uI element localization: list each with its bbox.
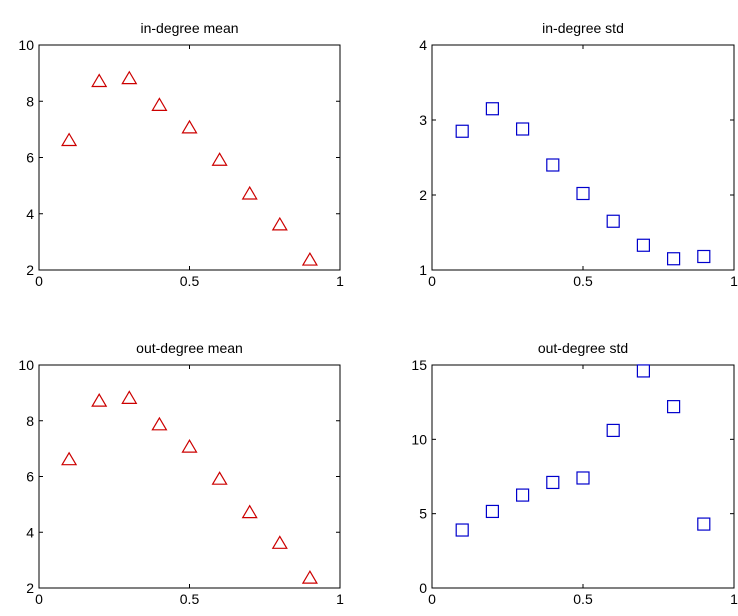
chart-title: out-degree std (538, 340, 628, 356)
data-point-square (666, 400, 681, 414)
x-tick-label: 0.5 (573, 591, 593, 607)
data-point-square (546, 475, 560, 490)
x-tick-label: 0.5 (573, 273, 593, 289)
x-tick-label: 0 (428, 591, 436, 607)
y-tick-label: 6 (26, 469, 34, 485)
data-point-triangle (91, 73, 108, 88)
data-point-triangle (211, 152, 228, 166)
y-tick-label: 2 (26, 580, 34, 596)
data-point-triangle (271, 535, 288, 549)
x-tick-label: 1 (730, 273, 738, 289)
plot-area (431, 364, 735, 589)
data-point-square (455, 124, 469, 138)
y-tick-label: 0 (419, 580, 427, 596)
data-point-triangle (181, 439, 198, 453)
panel-in-degree-mean: in-degree mean 0 0.5 1 2 4 6 8 10 (18, 20, 344, 289)
data-point-triangle (151, 97, 168, 111)
y-tick-label: 2 (26, 262, 34, 278)
x-tick-label: 0 (35, 273, 43, 289)
data-point-square (636, 238, 651, 252)
data-point-triangle (271, 216, 288, 231)
x-tick-label: 0 (428, 273, 436, 289)
data-point-square (485, 102, 499, 116)
data-point-triangle (181, 119, 198, 134)
x-tick-label: 1 (336, 273, 344, 289)
plot-area (38, 364, 341, 589)
data-point-square (576, 186, 590, 201)
data-point-triangle (121, 70, 138, 85)
y-tick-label: 4 (26, 524, 34, 540)
data-point-square (697, 517, 711, 531)
data-point-square (515, 122, 530, 136)
plot-area (38, 44, 341, 271)
data-point-triangle (241, 504, 258, 519)
y-tick-label: 5 (419, 506, 427, 522)
plot-area (431, 44, 735, 271)
data-point-square (576, 471, 590, 485)
y-tick-label: 8 (26, 413, 34, 429)
data-point-triangle (61, 132, 78, 147)
data-point-square (606, 214, 620, 228)
data-point-square (485, 504, 499, 519)
chart-title: in-degree std (542, 20, 624, 36)
x-tick-label: 0.5 (180, 591, 200, 607)
panel-out-degree-mean: out-degree mean 0 0.5 1 2 4 6 8 10 (18, 340, 344, 607)
y-tick-label: 8 (26, 93, 34, 109)
data-point-square (455, 523, 469, 537)
y-tick-label: 2 (419, 187, 427, 203)
chart-title: out-degree mean (136, 340, 243, 356)
data-point-triangle (241, 185, 258, 200)
y-tick-label: 15 (411, 357, 427, 373)
data-point-square (666, 252, 681, 266)
y-tick-label: 10 (18, 37, 34, 53)
data-point-triangle (61, 451, 78, 466)
data-point-square (697, 249, 711, 264)
panel-in-degree-std: in-degree std 0 0.5 1 1 2 3 4 (419, 20, 738, 289)
x-tick-label: 1 (730, 591, 738, 607)
y-tick-label: 4 (419, 37, 427, 53)
chart-title: in-degree mean (140, 20, 238, 36)
y-tick-label: 10 (18, 357, 34, 373)
x-tick-label: 0 (35, 591, 43, 607)
y-tick-label: 10 (411, 431, 427, 447)
data-point-square (636, 364, 651, 378)
x-tick-label: 0.5 (180, 273, 200, 289)
data-point-triangle (211, 471, 228, 485)
data-point-triangle (301, 251, 318, 266)
y-tick-label: 1 (419, 262, 427, 278)
data-point-triangle (91, 393, 108, 407)
y-tick-label: 4 (26, 206, 34, 222)
data-point-square (606, 423, 620, 438)
data-point-triangle (121, 390, 138, 404)
data-point-triangle (301, 570, 318, 584)
y-tick-label: 6 (26, 150, 34, 166)
y-tick-label: 3 (419, 112, 427, 128)
data-point-square (515, 488, 530, 502)
x-tick-label: 1 (336, 591, 344, 607)
data-point-triangle (151, 416, 168, 431)
data-point-square (546, 158, 560, 172)
